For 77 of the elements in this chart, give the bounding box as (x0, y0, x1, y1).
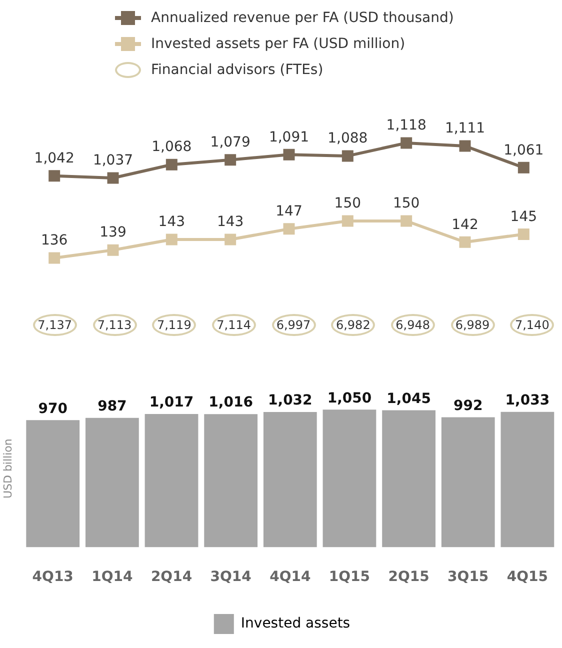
point (518, 228, 530, 240)
data-label: 7,137 (32, 314, 77, 336)
x-tick-label: 1Q15 (328, 569, 370, 586)
data-label: 150 (392, 196, 420, 212)
x-tick-label: 2Q14 (150, 569, 192, 586)
data-label: 1,118 (386, 118, 426, 134)
data-label: 142 (452, 216, 478, 233)
point (283, 223, 295, 235)
data-label: 7,119 (152, 314, 196, 336)
bar (144, 414, 198, 548)
bar (322, 410, 376, 548)
x-tick-label: 4Q13 (32, 569, 74, 586)
data-label: 1,037 (92, 152, 134, 169)
data-label: 147 (276, 204, 302, 220)
bar (263, 412, 317, 548)
legend-label: Annualized revenue per FA (USD thousand) (151, 10, 454, 26)
data-label: 6,982 (331, 314, 376, 336)
data-label: 987 (98, 398, 127, 415)
data-label: 143 (216, 214, 244, 230)
data-label: 136 (40, 232, 68, 249)
point (400, 137, 412, 149)
data-label: 1,079 (210, 134, 250, 150)
x-tick-label: 3Q14 (210, 569, 252, 586)
bar (500, 412, 554, 548)
legend-label: Invested assets (240, 616, 350, 632)
data-label: 992 (454, 398, 483, 414)
data-label: 1,088 (328, 130, 368, 147)
point (48, 170, 60, 182)
x-tick-label: 1Q14 (92, 569, 134, 586)
data-label: 145 (510, 208, 538, 225)
data-label: 139 (100, 224, 126, 241)
data-label: 7,140 (510, 314, 554, 336)
x-tick-label: 2Q15 (388, 569, 430, 586)
data-label: 1,033 (505, 392, 550, 409)
y-axis-title: USD billion (1, 438, 14, 499)
point (107, 244, 119, 256)
data-label: 1,050 (327, 390, 372, 406)
data-label: 6,948 (390, 314, 435, 336)
x-tick-label: 3Q15 (448, 569, 489, 586)
data-label: 143 (158, 214, 186, 230)
point (459, 236, 471, 248)
data-label: 1,032 (268, 392, 312, 409)
data-label: 1,061 (504, 142, 544, 158)
data-label: 1,045 (386, 390, 431, 407)
point (48, 252, 60, 264)
data-label: 6,997 (272, 314, 316, 336)
data-label: 150 (334, 196, 362, 212)
x-tick-label: 4Q14 (270, 569, 311, 586)
data-label: 1,111 (444, 120, 486, 137)
x-tick-label: 4Q15 (506, 569, 548, 586)
data-label: 1,042 (34, 150, 74, 166)
point (400, 215, 412, 227)
bar (85, 418, 139, 548)
data-label: 1,016 (208, 394, 253, 411)
data-label: 7,114 (212, 314, 256, 336)
point (166, 158, 178, 170)
point (224, 154, 236, 166)
data-label: 6,989 (450, 314, 494, 336)
point (107, 172, 119, 184)
point (459, 140, 471, 152)
point (224, 234, 236, 246)
legend-label: Financial advisors (FTEs) (151, 62, 324, 78)
data-label: 7,113 (92, 314, 136, 336)
bar (382, 410, 436, 548)
data-label: 1,091 (268, 129, 310, 146)
data-label: 1,068 (152, 139, 192, 156)
bar (204, 414, 258, 548)
point (283, 148, 295, 160)
data-label: 970 (38, 400, 68, 417)
point (342, 150, 354, 162)
point (342, 215, 354, 227)
data-label: 1,017 (149, 394, 194, 411)
legend-label: Invested assets per FA (USD million) (151, 36, 406, 52)
bar (441, 417, 495, 548)
point (166, 234, 178, 246)
point (518, 162, 530, 174)
bar (26, 420, 80, 548)
